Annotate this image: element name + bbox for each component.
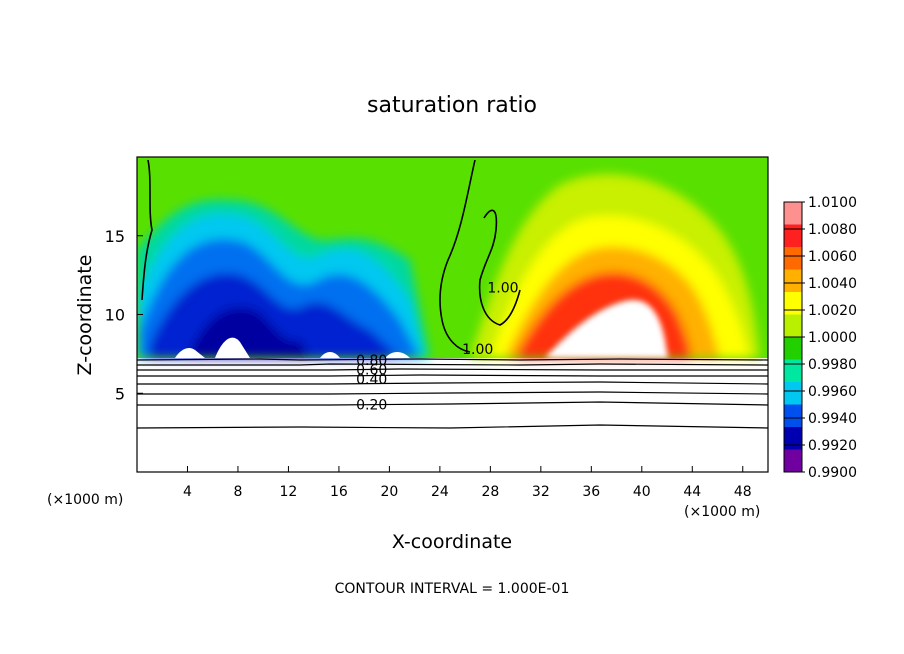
colorbar-label: 0.9920 xyxy=(808,438,857,454)
water-saturation-contours xyxy=(141,159,521,353)
colorbar-swatch xyxy=(784,404,802,428)
colorbar-label: 0.9900 xyxy=(808,465,857,481)
x-axis-ticks: 4 8 12 16 20 24 28 32 36 40 44 48 xyxy=(183,466,752,500)
terrain-bumps xyxy=(175,337,410,358)
y-axis-title: Z-coordinate xyxy=(74,255,96,376)
contour-label: 0.60 xyxy=(356,363,387,379)
contour-interval-footer: CONTOUR INTERVAL = 1.000E-01 xyxy=(335,581,570,597)
contour-label: 0.80 xyxy=(356,353,387,369)
colorbar-swatch xyxy=(784,382,802,405)
x-tick-label: 12 xyxy=(280,484,298,500)
y-tick-label: 15 xyxy=(105,227,125,246)
contour-label: 0.20 xyxy=(356,397,387,413)
saturation-field xyxy=(137,157,768,472)
contour-labels: 0.800.600.40 0.20 1.00 1.00 xyxy=(356,281,518,414)
x-tick-label: 16 xyxy=(330,484,348,500)
x-unit-label-right: (×1000 m) xyxy=(684,504,760,520)
colorbar-label: 1.0060 xyxy=(808,249,857,265)
colorbar-swatch xyxy=(784,427,802,450)
x-tick-label: 32 xyxy=(532,484,550,500)
colorbar-swatch xyxy=(784,449,802,473)
colorbar-swatch xyxy=(784,359,802,383)
colorbar-label: 0.9980 xyxy=(808,357,857,373)
colorbar-label: 0.9940 xyxy=(808,411,857,427)
x-tick-label: 40 xyxy=(633,484,651,500)
colorbar-swatch xyxy=(784,269,802,293)
colorbar-label: 1.0000 xyxy=(808,330,857,346)
colorbar-label: 1.0040 xyxy=(808,276,857,292)
colorbar-swatch xyxy=(784,337,802,360)
x-tick-label: 4 xyxy=(183,484,192,500)
x-tick-label: 20 xyxy=(380,484,398,500)
x-tick-label: 48 xyxy=(734,484,752,500)
colorbar-swatch xyxy=(784,202,802,225)
x-tick-label: 28 xyxy=(481,484,499,500)
contour-label: 1.00 xyxy=(462,342,493,358)
subsaturated-region xyxy=(137,199,430,358)
contour-label: 1.00 xyxy=(487,281,518,297)
colorbar-label: 1.0100 xyxy=(808,195,857,211)
contour-label: 0.40 xyxy=(356,372,387,388)
y-axis-ticks: 5 10 15 xyxy=(105,227,143,403)
x-tick-label: 44 xyxy=(683,484,701,500)
x-axis-title: X-coordinate xyxy=(392,531,512,553)
chart-title: saturation ratio xyxy=(367,93,537,118)
colorbar-swatch xyxy=(784,292,802,315)
x-tick-label: 8 xyxy=(233,484,242,500)
colorbar-swatch xyxy=(784,314,802,338)
colorbar-swatch xyxy=(784,247,802,270)
colorbar-swatch xyxy=(784,224,802,248)
saturated-core xyxy=(545,299,668,358)
x-unit-label-left: (×1000 m) xyxy=(47,492,123,508)
colorbar-label: 1.0080 xyxy=(808,222,857,238)
colorbar-label: 0.9960 xyxy=(808,384,857,400)
x-tick-label: 36 xyxy=(582,484,600,500)
colorbar-label: 1.0020 xyxy=(808,303,857,319)
x-tick-label: 24 xyxy=(431,484,449,500)
y-tick-label: 10 xyxy=(105,306,125,325)
colorbar: 1.0100 1.0080 1.0060 1.0040 1.0020 1.0000 0.99… xyxy=(783,195,857,481)
below-cloud-contours xyxy=(137,358,768,429)
y-tick-label: 5 xyxy=(115,384,125,403)
